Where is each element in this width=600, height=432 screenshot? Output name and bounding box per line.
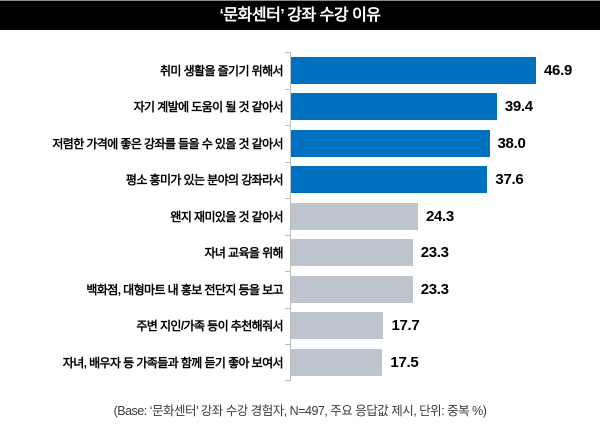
- bar-track: 37.6: [285, 161, 600, 198]
- bar-track: 23.3: [285, 234, 600, 271]
- chart-row: 주변 지인/가족 등이 추천해줘서 17.7: [0, 307, 600, 344]
- chart-row: 자기 계발에 도움이 될 것 같아서 39.4: [0, 88, 600, 125]
- value-label: 17.5: [390, 353, 419, 371]
- category-label: 저렴한 가격에 좋은 강좌를 들을 수 있을 것 같아서: [52, 136, 283, 151]
- bar-track: 46.9: [285, 52, 600, 89]
- value-label: 38.0: [497, 134, 526, 152]
- bar: [291, 348, 383, 376]
- bar: [291, 129, 490, 157]
- bar-track: 39.4: [285, 88, 600, 125]
- base-note: (Base: ‘문화센터’ 강좌 수강 경험자, N=497, 주요 응답값 제…: [113, 404, 487, 418]
- chart-row: 저렴한 가격에 좋은 강좌를 들을 수 있을 것 같아서 38.0: [0, 125, 600, 162]
- value-label: 37.6: [495, 171, 524, 189]
- category-label: 주변 지인/가족 등이 추천해줘서: [136, 319, 283, 334]
- bar: [291, 239, 413, 267]
- bar-chart: 취미 생활을 즐기기 위해서 46.9 자기 계발에 도움이 될 것 같아서 39.4…: [0, 52, 600, 381]
- value-label: 23.3: [420, 244, 449, 262]
- chart-row: 취미 생활을 즐기기 위해서 46.9: [0, 52, 600, 89]
- bar-track: 24.3: [285, 198, 600, 235]
- value-label: 39.4: [504, 98, 533, 116]
- chart-row: 왠지 재미있을 것 같아서 24.3: [0, 198, 600, 235]
- category-label: 자녀, 배우자 등 가족들과 함께 듣기 좋아 보여서: [62, 355, 284, 370]
- category-label: 취미 생활을 즐기기 위해서: [159, 63, 284, 78]
- category-label: 자기 계발에 도움이 될 것 같아서: [133, 100, 284, 115]
- bar-track: 23.3: [285, 271, 600, 308]
- bar: [291, 312, 384, 340]
- bar: [291, 166, 488, 194]
- bar: [291, 275, 413, 303]
- bar: [291, 202, 418, 230]
- value-label: 23.3: [420, 280, 449, 298]
- bar: [291, 93, 497, 121]
- chart-row: 평소 흥미가 있는 분야의 강좌라서 37.6: [0, 161, 600, 198]
- category-label: 자녀 교육을 위해: [204, 246, 283, 261]
- chart-row: 백화점, 대형마트 내 홍보 전단지 등을 보고 23.3: [0, 271, 600, 308]
- bar-track: 17.5: [285, 344, 600, 381]
- value-label: 17.7: [391, 317, 420, 335]
- bar-track: 17.7: [285, 307, 600, 344]
- value-label: 46.9: [544, 61, 572, 79]
- chart-row: 자녀, 배우자 등 가족들과 함께 듣기 좋아 보여서 17.5: [0, 344, 600, 381]
- category-label: 왠지 재미있을 것 같아서: [170, 209, 283, 224]
- bar-rows: 취미 생활을 즐기기 위해서 46.9 자기 계발에 도움이 될 것 같아서 39.4…: [0, 52, 600, 381]
- category-label: 백화점, 대형마트 내 홍보 전단지 등을 보고: [86, 282, 283, 297]
- category-label: 평소 흥미가 있는 분야의 강좌라서: [125, 173, 284, 188]
- value-label: 24.3: [425, 207, 454, 225]
- chart-row: 자녀 교육을 위해 23.3: [0, 234, 600, 271]
- bar-track: 38.0: [285, 125, 600, 162]
- bar: [291, 56, 536, 84]
- chart-title: ‘문화센터’ 강좌 수강 이유: [0, 0, 600, 30]
